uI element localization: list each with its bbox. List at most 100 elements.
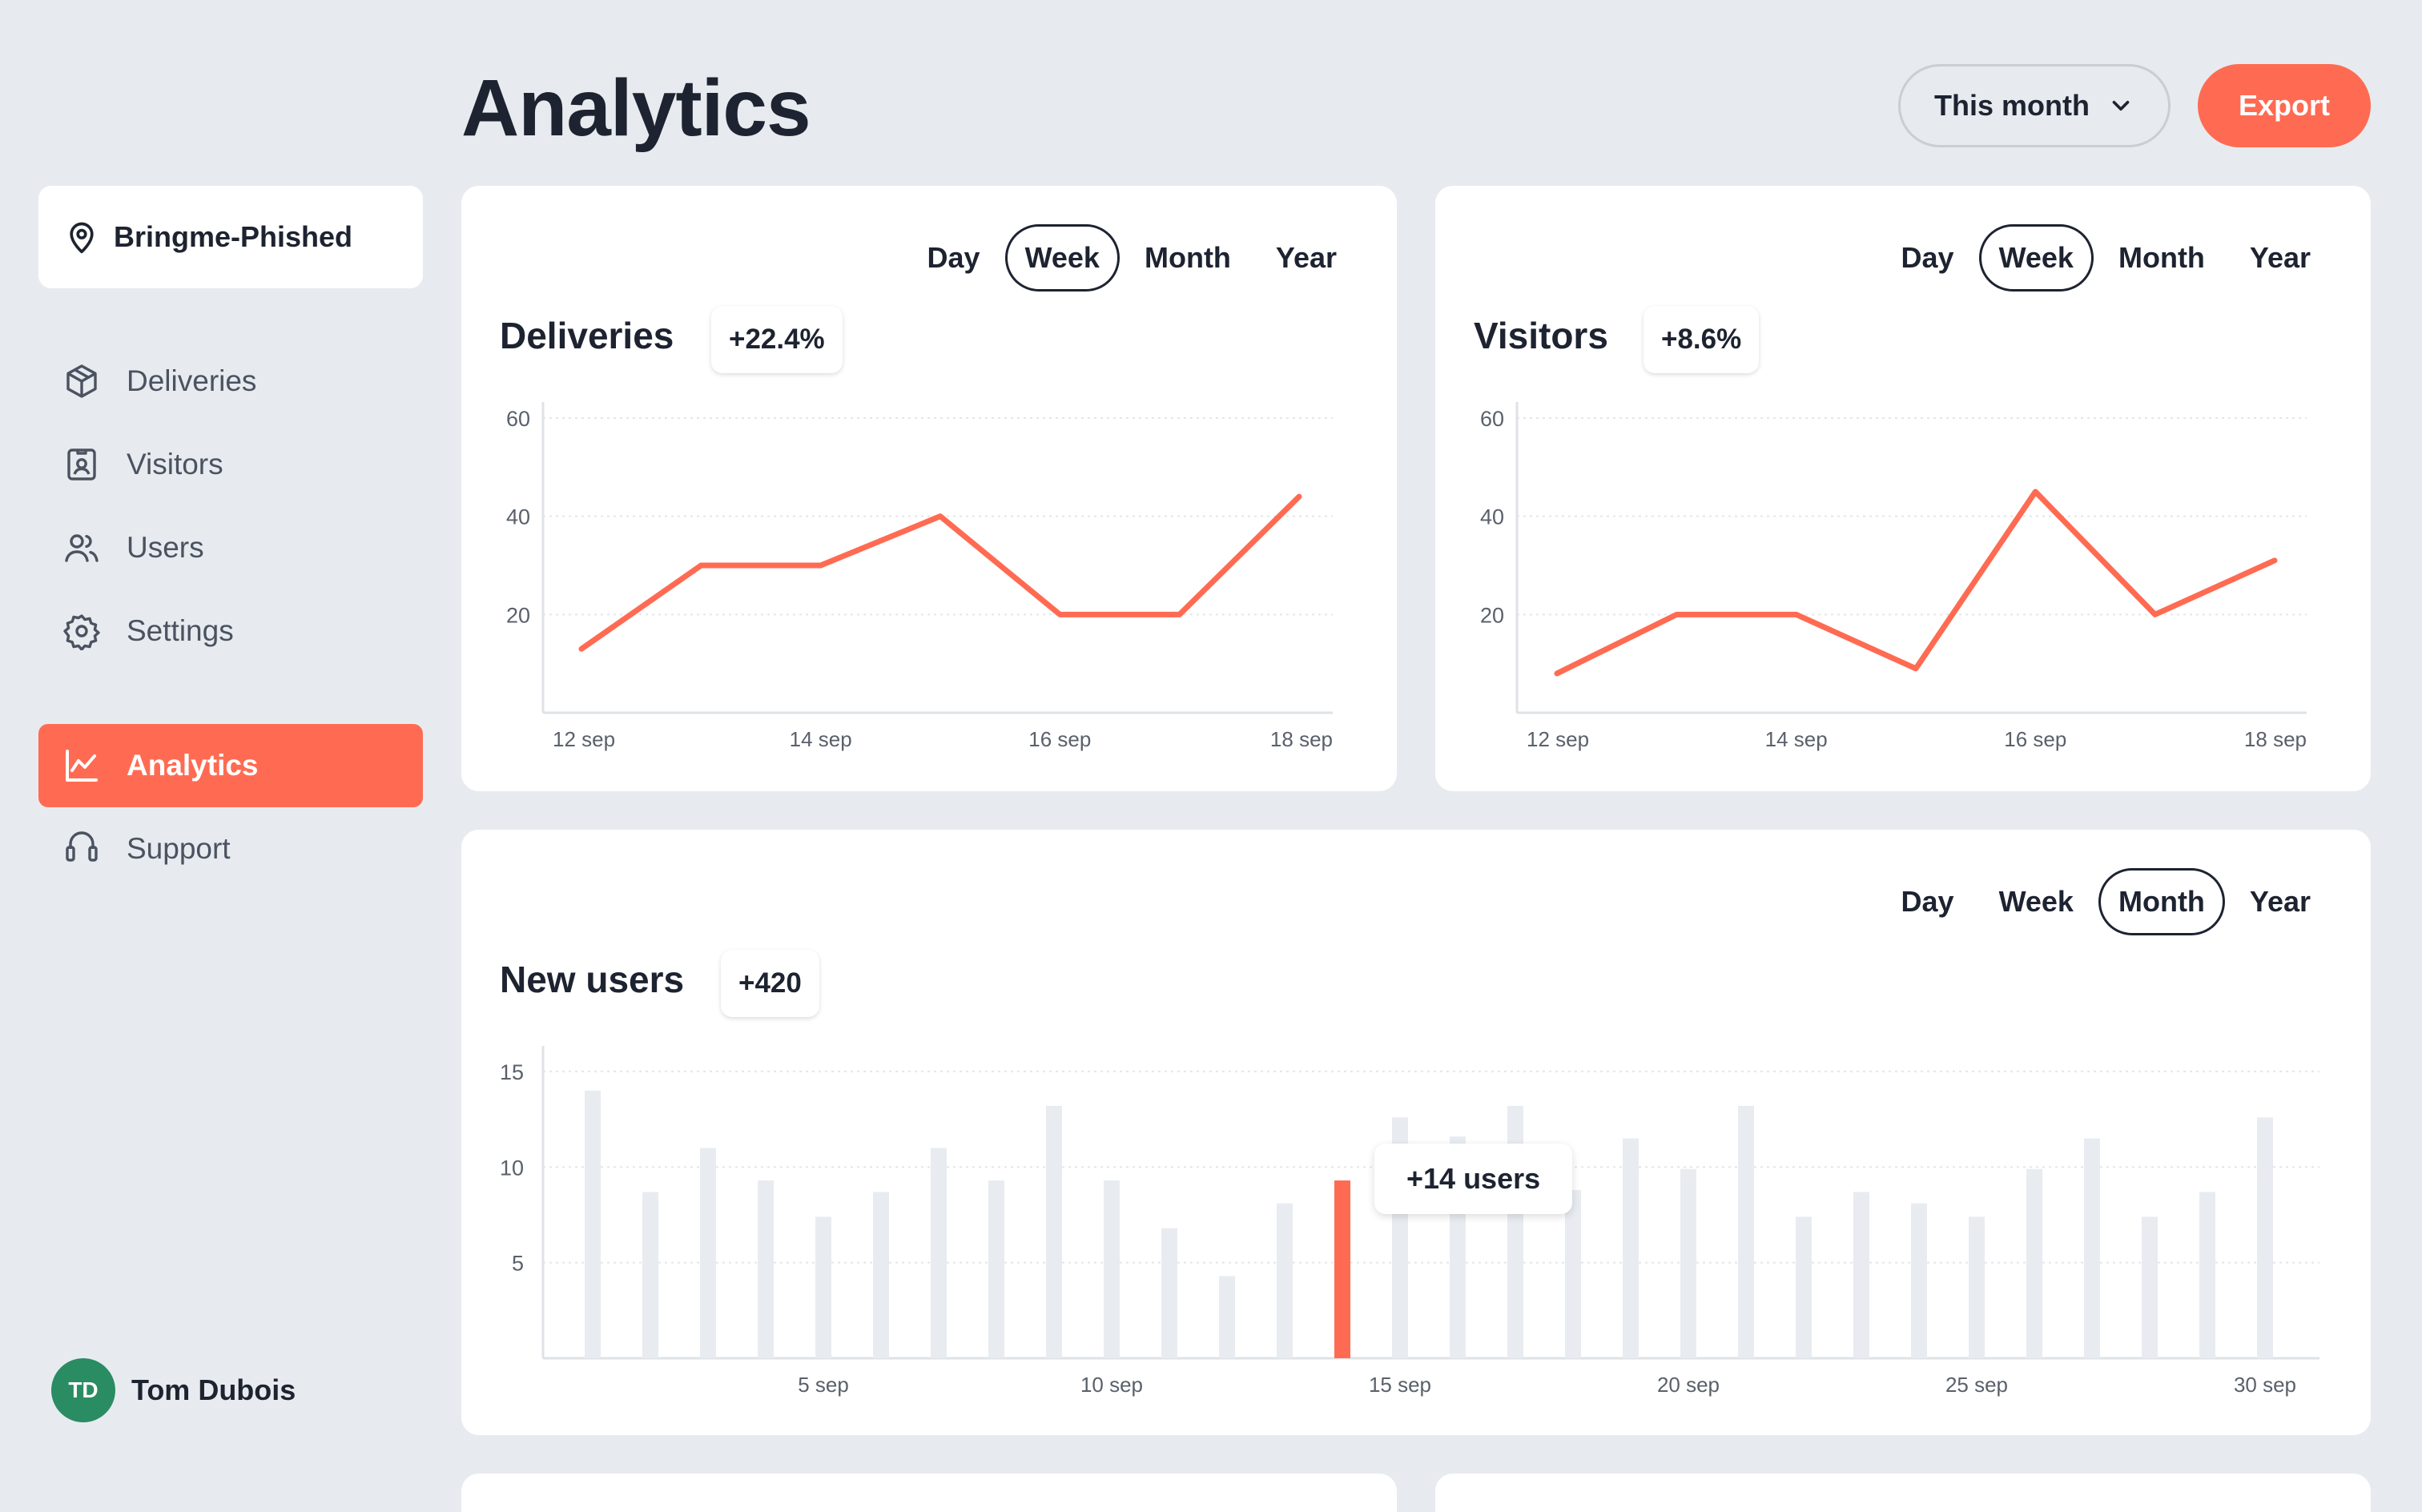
bar (2084, 1138, 2100, 1358)
bar (2026, 1168, 2042, 1358)
bar (2257, 1117, 2273, 1358)
users-icon (65, 534, 99, 562)
next-card-left (461, 1474, 1397, 1512)
sidebar-item-analytics[interactable]: Analytics (38, 724, 423, 807)
tab-day[interactable]: Day (927, 241, 980, 274)
tab-year[interactable]: Year (2249, 885, 2311, 918)
user-name: Tom Dubois (131, 1373, 296, 1406)
bar (988, 1180, 1004, 1358)
visitors-card: Day Week Month Year Visitors +8.6% 20 40 6… (1435, 186, 2371, 791)
new-users-count-badge: +420 (721, 950, 819, 1017)
bar (1853, 1192, 1869, 1358)
x-tick-label: 25 sep (1945, 1373, 2008, 1397)
y-tick-label: 20 (1480, 603, 1504, 627)
x-tick-label: 16 sep (2004, 727, 2066, 751)
bar (1623, 1138, 1639, 1358)
period-tabs: Day Week Month Year (903, 224, 1357, 292)
bar (1565, 1189, 1581, 1358)
bar (1277, 1203, 1293, 1358)
x-tick-label: 30 sep (2234, 1373, 2296, 1397)
x-tick-label: 20 sep (1657, 1373, 1720, 1397)
bar (1911, 1203, 1927, 1358)
headset-icon (66, 831, 98, 862)
location-selector[interactable]: Bringme-Phished (38, 186, 423, 288)
tab-year[interactable]: Year (2249, 241, 2311, 274)
tab-year[interactable]: Year (1275, 241, 1337, 274)
tab-week[interactable]: Week (1004, 224, 1120, 292)
sidebar-item-visitors[interactable]: Visitors (38, 423, 423, 506)
y-tick-label: 15 (500, 1060, 524, 1084)
page-title: Analytics (461, 63, 811, 153)
visitors-title: Visitors (1474, 315, 1608, 356)
y-tick-label: 40 (506, 505, 530, 529)
visitor-badge-icon (67, 448, 96, 481)
chevron-down-icon (2112, 100, 2130, 111)
bar (585, 1090, 601, 1358)
new-users-card: Day Week Month Year New users +420 5 10 15… (461, 830, 2371, 1435)
bar (1969, 1216, 1985, 1358)
series-line (578, 493, 1302, 652)
bar (931, 1148, 947, 1358)
sidebar-item-deliveries[interactable]: Deliveries (38, 340, 423, 423)
x-tick-label: 18 sep (2244, 727, 2307, 751)
bar (873, 1192, 889, 1358)
bar-tooltip: +14 users (1374, 1144, 1573, 1214)
period-tabs: Day Week Month Year (1877, 868, 2331, 935)
bar (1738, 1105, 1754, 1358)
sidebar-item-label: Visitors (127, 448, 223, 481)
x-tick-label: 5 sep (798, 1373, 849, 1397)
location-name: Bringme-Phished (114, 220, 353, 253)
export-button[interactable]: Export (2198, 64, 2371, 147)
x-tick-label: 12 sep (553, 727, 615, 751)
x-tick-label: 18 sep (1270, 727, 1333, 751)
bar (758, 1180, 774, 1358)
tab-month[interactable]: Month (2118, 241, 2205, 274)
tab-month[interactable]: Month (2098, 868, 2225, 935)
x-tick-label: 14 sep (1765, 727, 1828, 751)
date-range-dropdown[interactable]: This month (1898, 64, 2171, 147)
x-tick-label: 16 sep (1028, 727, 1091, 751)
next-card-right (1435, 1474, 2371, 1512)
deliveries-title: Deliveries (500, 315, 674, 356)
sidebar-item-settings[interactable]: Settings (38, 589, 423, 673)
deliveries-line-chart: 20 40 60 12 sep 14 sep 16 sep 18 sep (506, 402, 1333, 751)
tab-week[interactable]: Week (1998, 885, 2074, 918)
bar (1680, 1168, 1696, 1358)
visitors-line-chart: 20 40 60 12 sep 14 sep 16 sep 18 sep (1480, 402, 2307, 751)
bar (1219, 1276, 1235, 1358)
tab-month[interactable]: Month (1144, 241, 1231, 274)
y-tick-label: 5 (512, 1252, 524, 1276)
chart-icon (66, 750, 98, 782)
period-tabs: Day Week Month Year (1877, 224, 2331, 292)
bar (642, 1192, 658, 1358)
bar (815, 1216, 831, 1358)
y-tick-label: 40 (1480, 505, 1504, 529)
bar (1046, 1105, 1062, 1358)
sidebar-item-label: Support (127, 832, 231, 865)
x-tick-label: 14 sep (790, 727, 852, 751)
new-users-title: New users (500, 959, 685, 1000)
tab-day[interactable]: Day (1901, 241, 1954, 274)
tab-day[interactable]: Day (1901, 885, 1954, 918)
tab-week[interactable]: Week (1978, 224, 2094, 292)
sidebar-item-label: Deliveries (127, 364, 257, 397)
sidebar-item-label: Analytics (127, 749, 259, 782)
y-tick-label: 60 (1480, 407, 1504, 431)
x-tick-label: 10 sep (1080, 1373, 1143, 1397)
bar (700, 1148, 716, 1358)
bar (2142, 1216, 2158, 1358)
x-tick-label: 15 sep (1369, 1373, 1431, 1397)
y-tick-label: 10 (500, 1156, 524, 1180)
deliveries-card: Day Week Month Year Deliveries +22.4% 20… (461, 186, 1397, 791)
user-profile[interactable]: TD Tom Dubois (51, 1358, 296, 1422)
date-range-label: This month (1934, 89, 2090, 122)
map-pin-icon (70, 222, 94, 254)
x-tick-label: 12 sep (1527, 727, 1589, 751)
bar (1796, 1216, 1812, 1358)
sidebar-item-support[interactable]: Support (38, 807, 423, 891)
package-icon (66, 364, 97, 398)
y-tick-label: 20 (506, 603, 530, 627)
bar (1104, 1180, 1120, 1358)
sidebar-item-users[interactable]: Users (38, 506, 423, 589)
bar (1334, 1180, 1350, 1358)
